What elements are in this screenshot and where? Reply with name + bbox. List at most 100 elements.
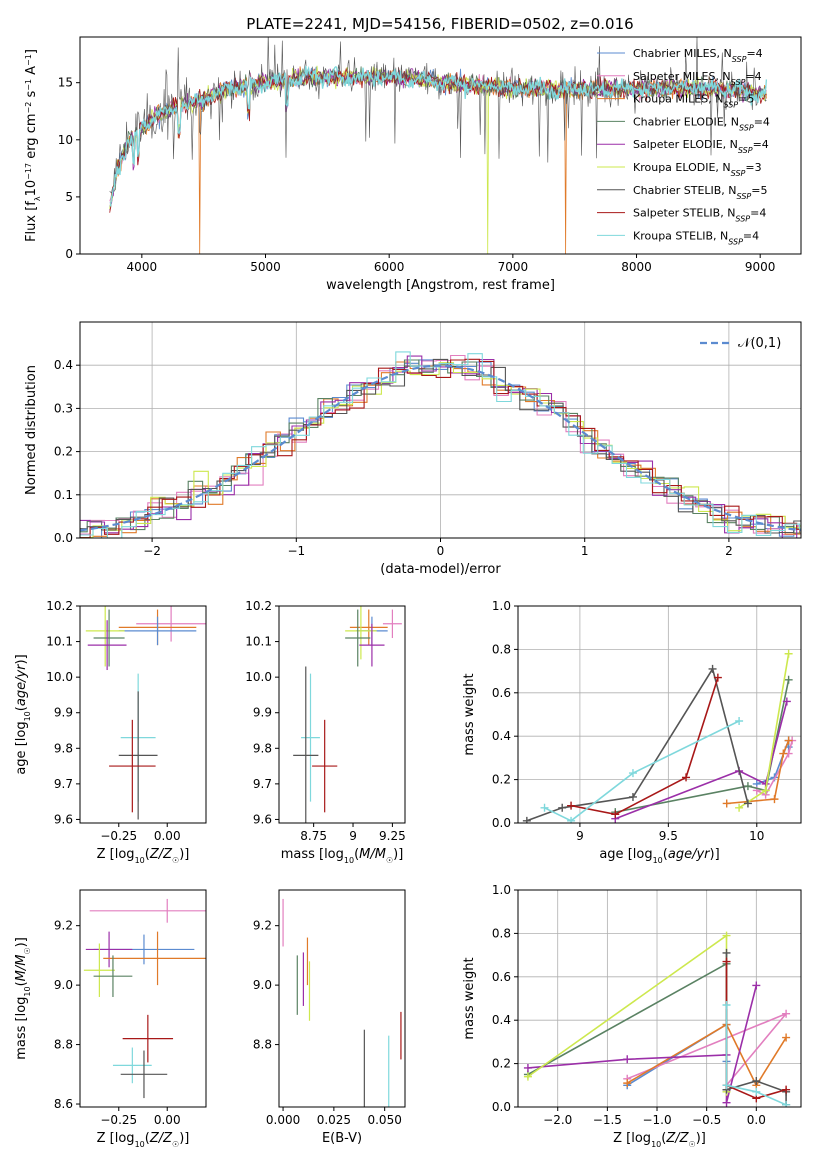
y-tick-label: 0.0 xyxy=(54,531,73,545)
legend-label-normal: 𝒩(0,1) xyxy=(738,336,781,351)
legend-label-kroupa_miles: Kroupa MILES, NSSP=5 xyxy=(633,93,754,110)
legend-label-salpeter_miles: Salpeter MILES, NSSP=4 xyxy=(633,70,762,87)
y-tick-label: 15 xyxy=(58,76,73,90)
weight-marker-chabrier_stelib xyxy=(708,664,717,673)
y-axis-label: mass weight xyxy=(462,957,477,1039)
weight-marker-kroupa_miles xyxy=(722,799,731,808)
histogram-salpeter_stelib xyxy=(80,358,801,538)
y-tick-label: 9.6 xyxy=(253,812,272,826)
weight-marker-chabrier_elodie xyxy=(784,675,793,684)
axes-frame xyxy=(79,605,207,824)
axes-frame xyxy=(278,889,406,1108)
y-tick-label: 0.8 xyxy=(492,926,511,940)
weight-marker-salpeter_elodie xyxy=(752,981,761,990)
y-tick-label: 0.6 xyxy=(492,686,511,700)
y-tick-label: 9.2 xyxy=(253,919,272,933)
mass-age-panel: 8.75 9 9.25 9.6 9.7 9.8 9.9 10.0 10.1 10.2 mass [l… xyxy=(245,599,405,865)
x-tick-label: 1 xyxy=(581,544,589,558)
x-axis-label: E(B-V) xyxy=(322,1131,362,1146)
x-tick-label: 5000 xyxy=(250,260,281,274)
x-tick-label: −0.5 xyxy=(692,1113,721,1127)
weight-marker-kroupa_stelib xyxy=(567,816,576,823)
x-tick-label: 8000 xyxy=(621,260,652,274)
y-tick-label: 9.2 xyxy=(54,919,73,933)
spectrum-line-chabrier_stelib xyxy=(109,37,767,194)
x-tick-label: 0.0 xyxy=(747,1113,766,1127)
weight-marker-kroupa_stelib xyxy=(540,803,549,812)
x-tick-label: −0.25 xyxy=(100,829,137,843)
plot-area xyxy=(518,890,801,1107)
y-tick-label: 0.0 xyxy=(492,1100,511,1114)
weight-marker-kroupa_stelib xyxy=(735,717,744,726)
x-tick-label: 9.25 xyxy=(379,829,406,843)
y-tick-label: 9.7 xyxy=(54,777,73,791)
legend-label-kroupa_stelib: Kroupa STELIB, NSSP=4 xyxy=(633,229,759,246)
weight-marker-chabrier_stelib xyxy=(558,803,567,812)
plot-content xyxy=(522,649,797,823)
weight-marker-kroupa_miles xyxy=(770,795,779,804)
y-tick-label: 0.3 xyxy=(54,401,73,415)
y-axis-label: Normed distribution xyxy=(24,365,39,495)
x-tick-label: 9.5 xyxy=(659,829,678,843)
weight-marker-salpeter_stelib xyxy=(782,1085,791,1094)
x-tick-label: 0.050 xyxy=(367,1113,401,1127)
plot-content xyxy=(83,898,206,1099)
x-tick-label: −1.5 xyxy=(593,1113,622,1127)
y-tick-label: 0.4 xyxy=(54,358,73,372)
axes-frame xyxy=(79,36,802,255)
spectrum-legend: Chabrier MILES, NSSP=4 Salpeter MILES, NS… xyxy=(597,47,770,246)
x-axis-label: (data-model)/error xyxy=(380,562,501,577)
weight-marker-salpeter_elodie xyxy=(782,697,791,706)
plot-content xyxy=(109,37,768,254)
weight-line-chabrier_elodie xyxy=(615,679,790,813)
figure-title: PLATE=2241, MJD=54156, FIBERID=0502, z=0… xyxy=(246,15,633,33)
legend-label-kroupa_elodie: Kroupa ELODIE, NSSP=3 xyxy=(633,161,762,178)
y-tick-label: 1.0 xyxy=(492,883,511,897)
weight-marker-kroupa_elodie xyxy=(735,803,744,812)
weight-line-kroupa_miles xyxy=(626,1023,787,1087)
y-tick-label: 0.4 xyxy=(492,729,511,743)
y-tick-label: 10.0 xyxy=(245,670,272,684)
weight-marker-salpeter_elodie xyxy=(623,1055,632,1064)
y-tick-label: 0.2 xyxy=(492,1057,511,1071)
y-tick-label: 8.8 xyxy=(253,1038,272,1052)
y-tick-label: 10.2 xyxy=(46,599,73,613)
x-axis-label: Z [log10(Z/Z☉)] xyxy=(97,847,190,865)
x-tick-label: −2.0 xyxy=(543,1113,572,1127)
plot-content xyxy=(293,606,402,823)
x-tick-label: 0.000 xyxy=(266,1113,300,1127)
legend-label-salpeter_elodie: Salpeter ELODIE, NSSP=4 xyxy=(633,138,769,155)
x-tick-label: −1 xyxy=(287,544,305,558)
x-tick-label: −0.25 xyxy=(100,1113,137,1127)
y-tick-label: 9.9 xyxy=(253,706,272,720)
weight-marker-kroupa_stelib xyxy=(722,1001,731,1010)
weight-marker-chabrier_stelib xyxy=(743,799,752,808)
y-tick-label: 9.0 xyxy=(54,978,73,992)
y-tick-label: 9.7 xyxy=(253,777,272,791)
weight-marker-kroupa_elodie xyxy=(761,786,770,795)
y-tick-label: 9.0 xyxy=(253,978,272,992)
x-tick-label: 10 xyxy=(749,829,764,843)
y-axis-label: mass [log10(M/M☉)] xyxy=(14,937,32,1060)
x-tick-label: 0 xyxy=(437,544,445,558)
y-tick-label: 10.0 xyxy=(46,670,73,684)
y-tick-label: 0.2 xyxy=(492,773,511,787)
axes-frame xyxy=(517,605,802,824)
weight-marker-chabrier_stelib xyxy=(628,792,637,801)
histogram-kroupa_stelib xyxy=(80,351,801,538)
weight-marker-chabrier_stelib xyxy=(752,1076,761,1085)
weight-marker-salpeter_stelib xyxy=(722,957,731,966)
x-tick-label: 9 xyxy=(349,829,357,843)
y-tick-label: 10.1 xyxy=(46,635,73,649)
age-weight-panel: 9 9.5 10 0.0 0.2 0.4 0.6 0.8 1.0 age [log10(age/y… xyxy=(462,599,802,865)
axes-frame xyxy=(79,889,207,1108)
y-tick-label: 0.1 xyxy=(54,488,73,502)
histogram-kroupa_elodie xyxy=(80,362,801,538)
x-tick-label: 4000 xyxy=(127,260,158,274)
weight-line-salpeter_stelib xyxy=(570,677,719,816)
weight-marker-kroupa_elodie xyxy=(722,931,731,940)
plot-content xyxy=(85,606,206,820)
x-tick-label: 0.025 xyxy=(317,1113,351,1127)
weight-marker-salpeter_elodie xyxy=(722,1098,731,1107)
